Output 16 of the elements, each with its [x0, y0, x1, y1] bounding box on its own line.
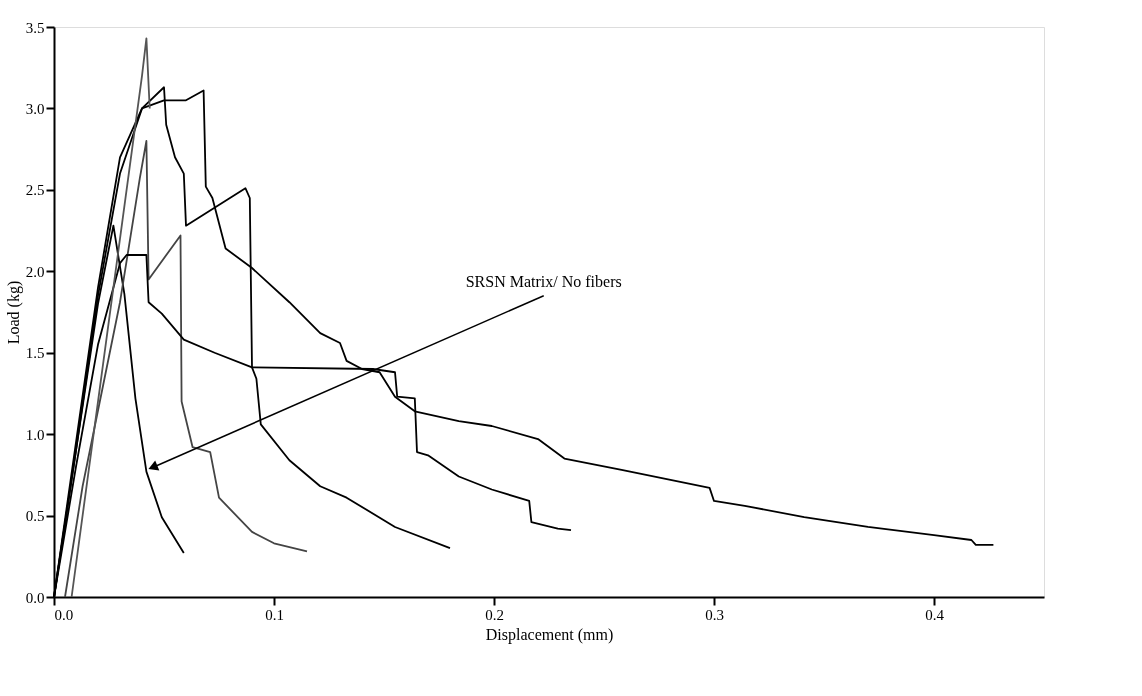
y-tick-label: 3.5: [25, 19, 45, 36]
x-tick-label: 0.2: [485, 606, 504, 623]
y-tick-label: 1.5: [25, 345, 45, 362]
annotation: SRSN Matrix/ No fibers: [465, 272, 622, 290]
x-tick-label: 0.0: [54, 606, 74, 623]
y-tick-label: 0.5: [25, 508, 45, 525]
y-tick-label: 0.0: [25, 589, 45, 606]
x-tick-label: 0.3: [705, 606, 724, 623]
x-tick-label: 0.1: [265, 606, 284, 623]
x-tick-label: 0.4: [925, 606, 945, 623]
y-tick-label: 2.5: [25, 182, 45, 199]
y-tick-label: 2.0: [25, 263, 45, 280]
y-axis-title: Load (kg): [4, 280, 23, 345]
x-axis-title: Displacement (mm): [485, 625, 614, 644]
y-tick-label: 3.0: [25, 100, 45, 117]
y-tick-label: 1.0: [25, 426, 45, 443]
